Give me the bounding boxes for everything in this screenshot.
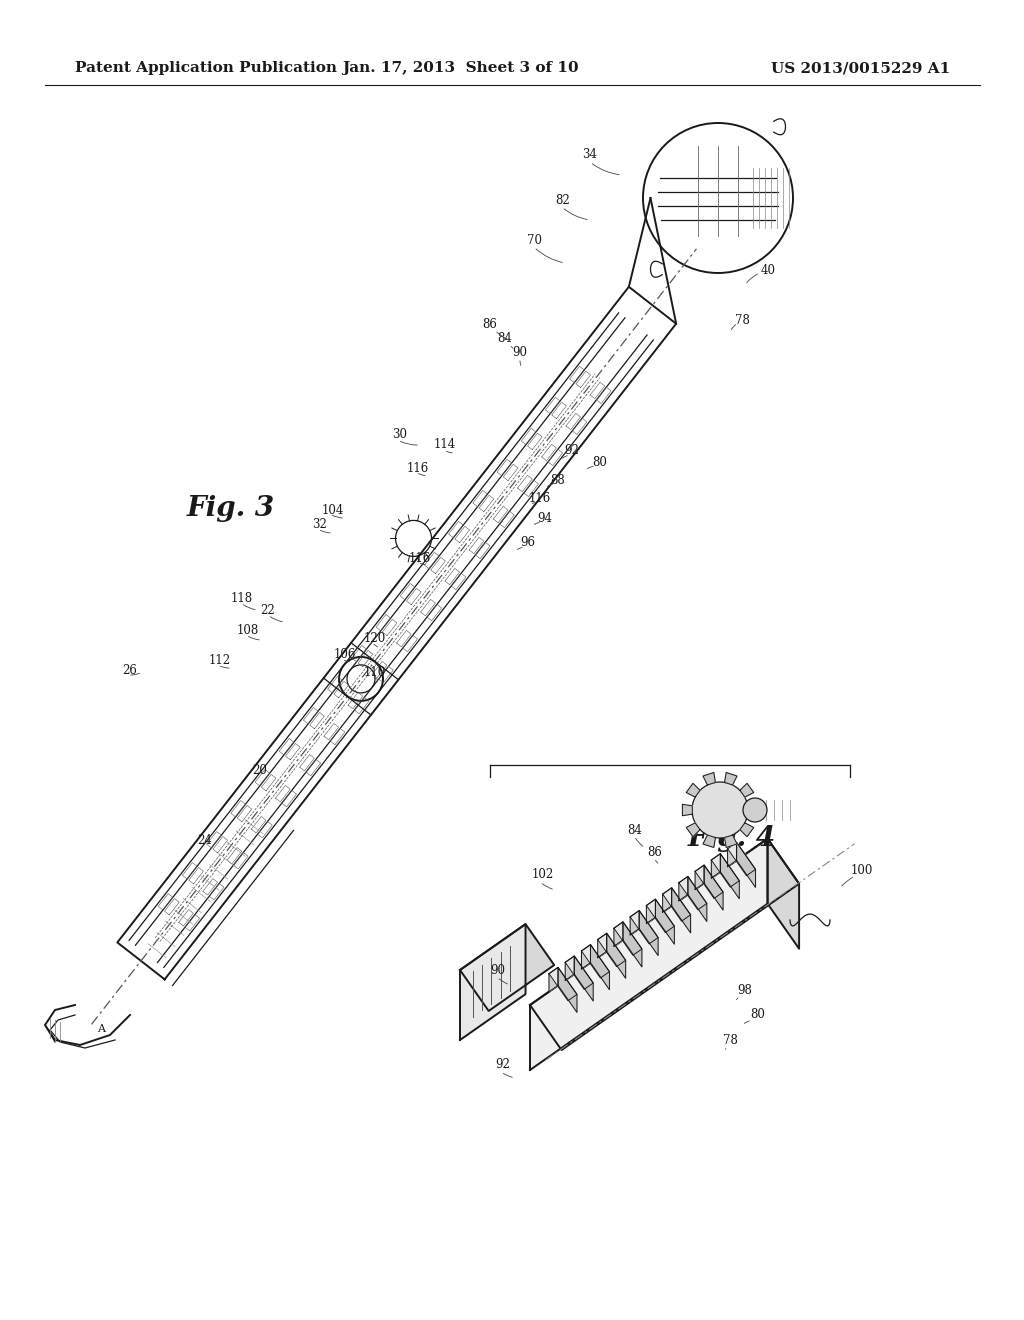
Polygon shape [688, 876, 707, 921]
Text: A: A [97, 1024, 105, 1035]
Polygon shape [703, 836, 716, 847]
Polygon shape [703, 772, 716, 785]
Text: 100: 100 [851, 863, 873, 876]
Polygon shape [768, 838, 799, 949]
Polygon shape [686, 783, 700, 797]
Text: 20: 20 [253, 763, 267, 776]
Text: 104: 104 [322, 503, 344, 516]
Text: US 2013/0015229 A1: US 2013/0015229 A1 [771, 61, 950, 75]
Polygon shape [748, 804, 758, 816]
Text: 40: 40 [761, 264, 775, 276]
Text: 82: 82 [556, 194, 570, 206]
Text: 90: 90 [512, 346, 527, 359]
Text: 108: 108 [237, 623, 259, 636]
Polygon shape [695, 865, 705, 890]
Text: Jan. 17, 2013  Sheet 3 of 10: Jan. 17, 2013 Sheet 3 of 10 [342, 61, 579, 75]
Text: 112: 112 [209, 653, 231, 667]
Polygon shape [720, 854, 739, 899]
Text: 22: 22 [261, 603, 275, 616]
Polygon shape [725, 772, 737, 785]
Polygon shape [598, 933, 607, 957]
Polygon shape [574, 956, 593, 1001]
Polygon shape [728, 842, 756, 875]
Polygon shape [728, 842, 736, 867]
Text: Fig. 3: Fig. 3 [186, 495, 274, 521]
Text: 98: 98 [737, 983, 753, 997]
Polygon shape [705, 865, 723, 909]
Polygon shape [614, 921, 642, 956]
Polygon shape [591, 945, 609, 990]
Polygon shape [607, 933, 626, 978]
Text: 118: 118 [231, 591, 253, 605]
Polygon shape [614, 921, 623, 946]
Text: 116: 116 [407, 462, 429, 474]
Text: 92: 92 [564, 444, 580, 457]
Text: Patent Application Publication: Patent Application Publication [75, 61, 337, 75]
Polygon shape [679, 876, 688, 900]
Text: 32: 32 [312, 519, 328, 532]
Text: 106: 106 [334, 648, 356, 661]
Polygon shape [460, 924, 554, 1011]
Polygon shape [740, 783, 754, 797]
Text: 80: 80 [593, 455, 607, 469]
Polygon shape [740, 822, 754, 837]
Polygon shape [630, 911, 639, 935]
Text: 86: 86 [647, 846, 663, 858]
Polygon shape [530, 838, 768, 1071]
Polygon shape [565, 956, 574, 981]
Text: 34: 34 [583, 149, 597, 161]
Polygon shape [672, 888, 690, 933]
Polygon shape [679, 876, 707, 909]
Polygon shape [646, 899, 655, 924]
Polygon shape [639, 911, 658, 956]
Text: 26: 26 [123, 664, 137, 676]
Polygon shape [712, 854, 720, 878]
Text: 80: 80 [751, 1008, 765, 1022]
Text: 120: 120 [364, 631, 386, 644]
Polygon shape [565, 956, 593, 990]
Polygon shape [623, 921, 642, 968]
Text: 86: 86 [482, 318, 498, 331]
Polygon shape [695, 865, 723, 899]
Text: 116: 116 [409, 552, 431, 565]
Polygon shape [598, 933, 626, 966]
Text: 84: 84 [498, 331, 512, 345]
Text: 94: 94 [538, 511, 553, 524]
Text: 116: 116 [528, 491, 551, 504]
Polygon shape [663, 888, 690, 921]
Circle shape [692, 781, 748, 838]
Text: 84: 84 [628, 824, 642, 837]
Text: 92: 92 [496, 1059, 510, 1072]
Text: 90: 90 [490, 964, 506, 977]
Text: 88: 88 [551, 474, 565, 487]
Polygon shape [549, 968, 558, 991]
Polygon shape [530, 838, 799, 1049]
Polygon shape [682, 804, 692, 816]
Text: Fig. 4: Fig. 4 [688, 825, 776, 851]
Text: 78: 78 [734, 314, 750, 326]
Text: 96: 96 [520, 536, 536, 549]
Text: 102: 102 [531, 869, 554, 882]
Polygon shape [655, 899, 675, 944]
Polygon shape [549, 968, 577, 1001]
Polygon shape [736, 842, 756, 887]
Polygon shape [630, 911, 658, 944]
Polygon shape [582, 945, 609, 978]
Polygon shape [460, 924, 525, 1040]
Polygon shape [663, 888, 672, 912]
Text: 114: 114 [434, 438, 456, 451]
Text: 78: 78 [723, 1034, 737, 1047]
Polygon shape [582, 945, 591, 969]
Circle shape [743, 799, 767, 822]
Polygon shape [686, 822, 700, 837]
Polygon shape [712, 854, 739, 887]
Polygon shape [646, 899, 675, 932]
Polygon shape [558, 968, 577, 1012]
Text: 30: 30 [392, 429, 408, 441]
Polygon shape [725, 836, 737, 847]
Text: 110: 110 [364, 665, 386, 678]
Text: 24: 24 [198, 833, 212, 846]
Text: 70: 70 [527, 234, 543, 247]
